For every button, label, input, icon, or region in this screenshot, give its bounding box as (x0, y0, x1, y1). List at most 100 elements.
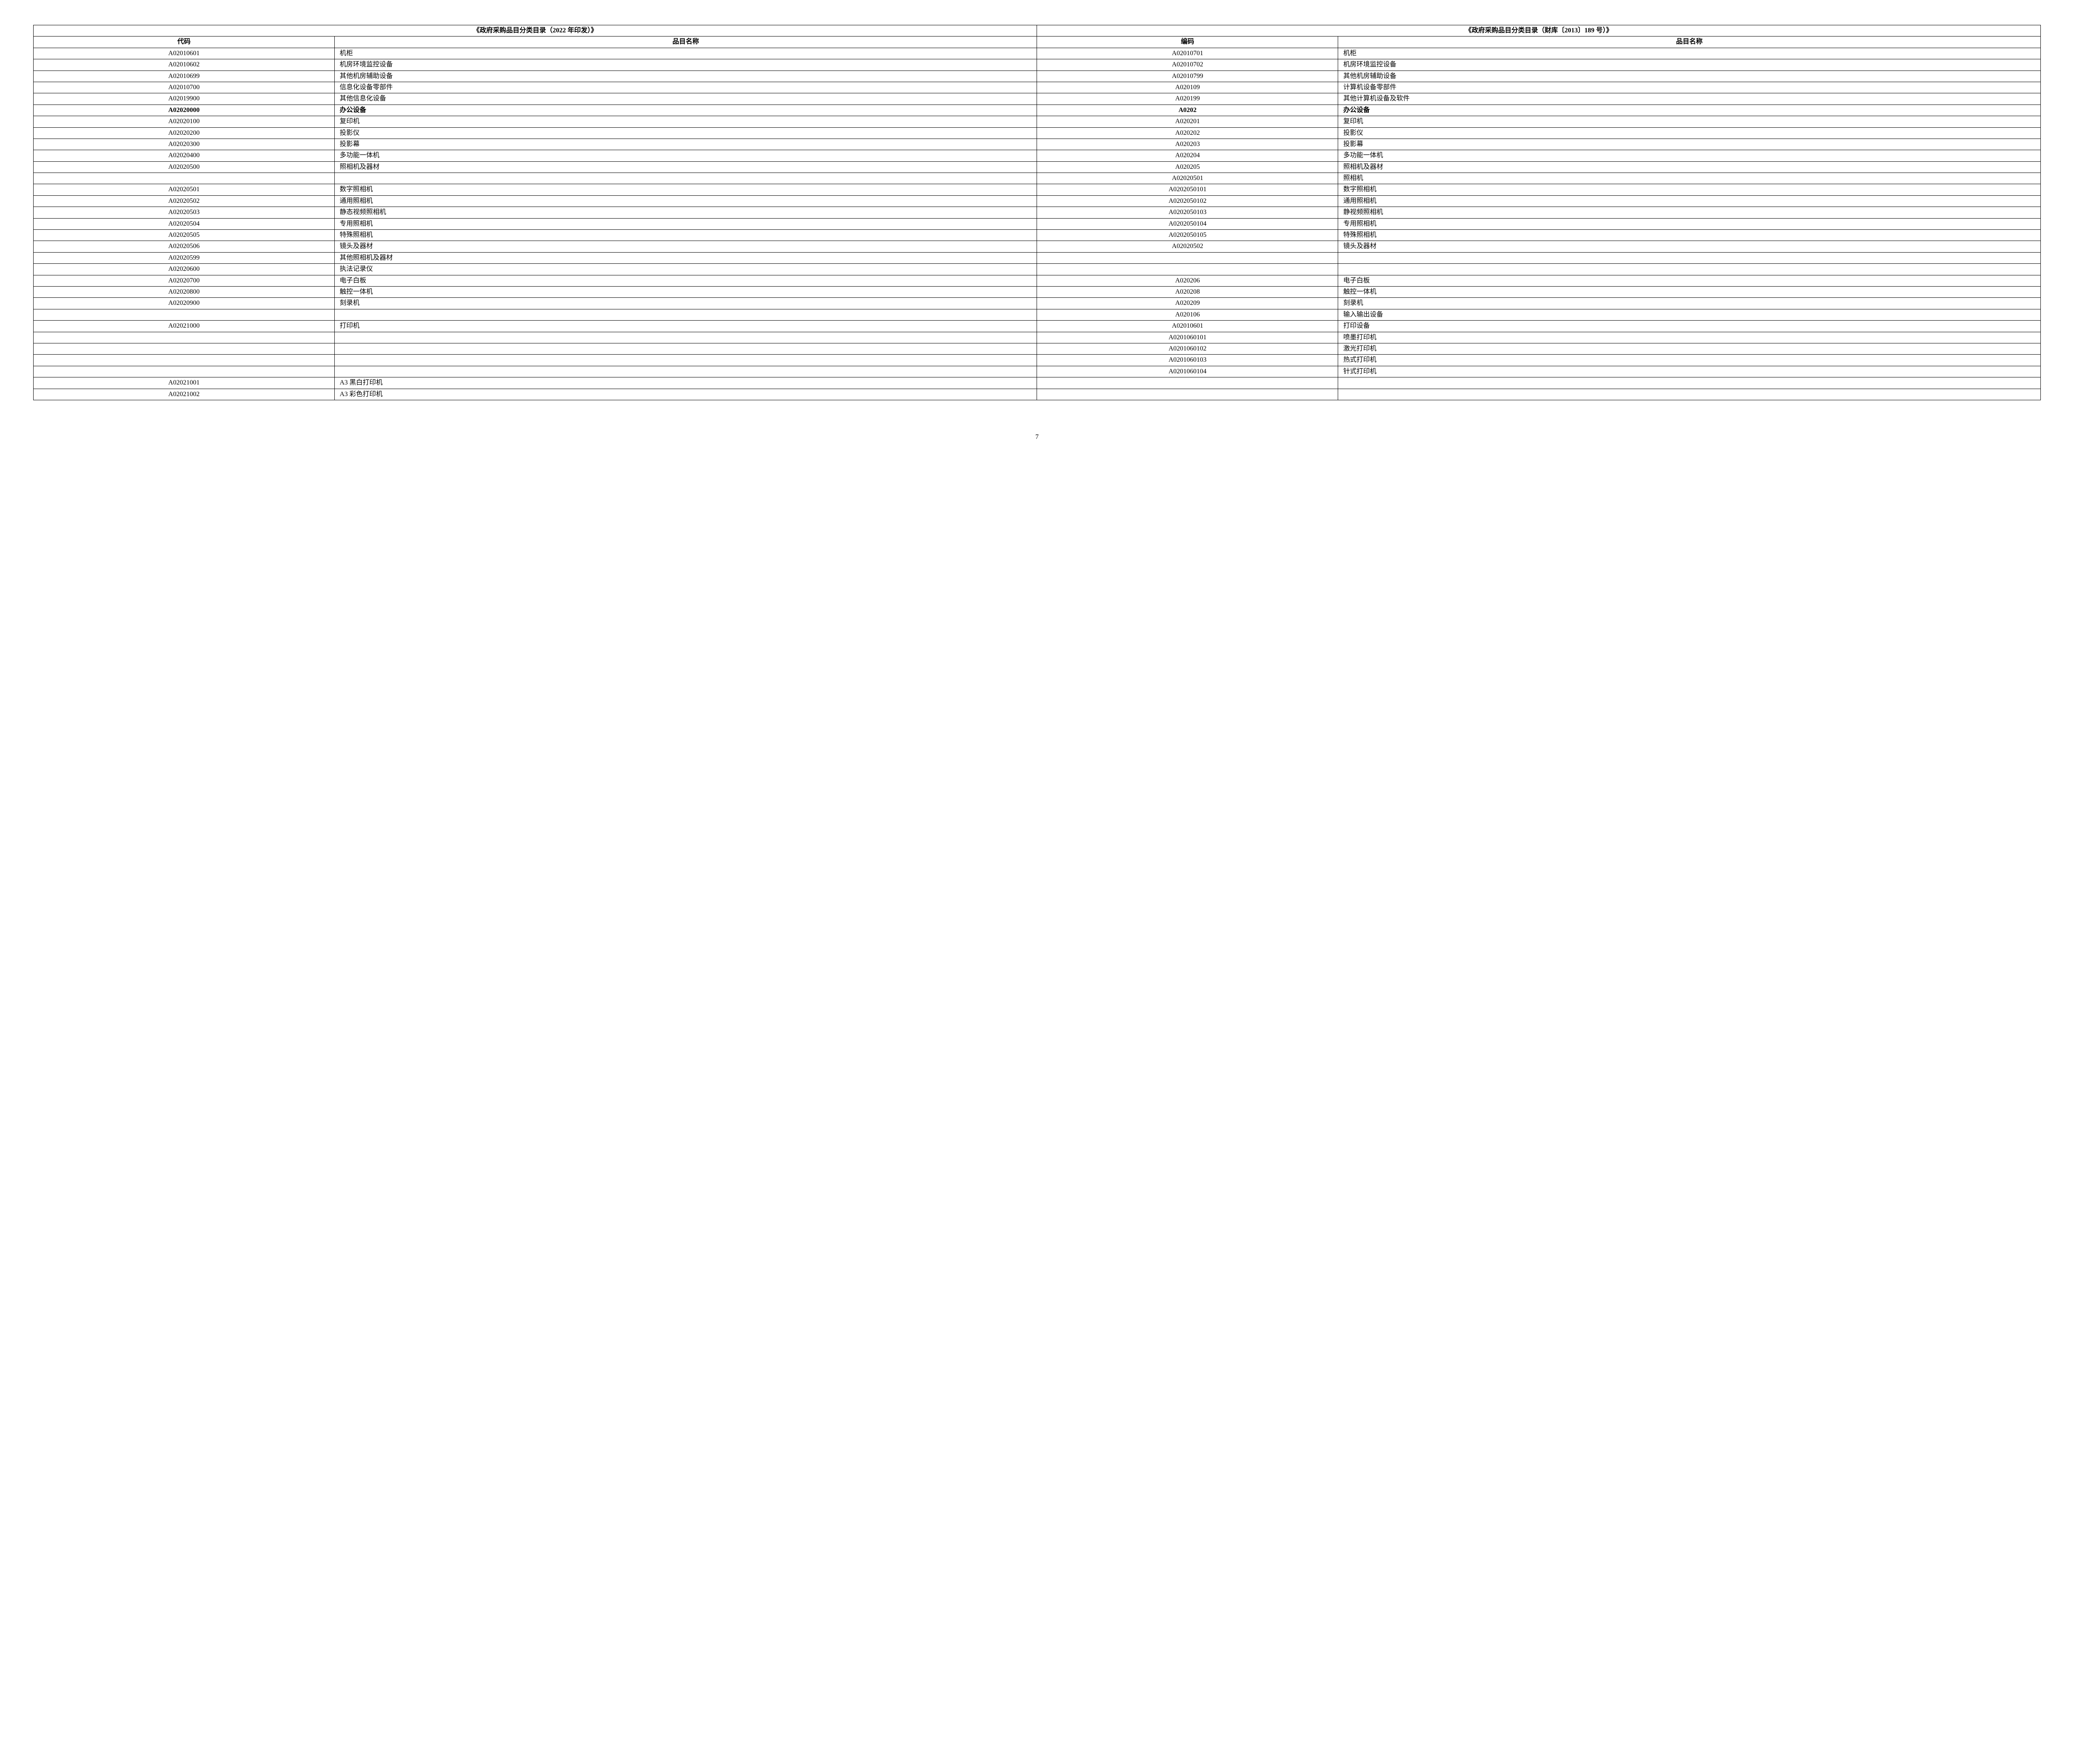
cell-name-2022: 刻录机 (334, 298, 1037, 309)
table-row: A0201060104针式打印机 (34, 366, 2041, 377)
cell-code-2013: A02020501 (1037, 173, 1338, 184)
table-row: A02010602机房环境监控设备A02010702机房环境监控设备 (34, 59, 2041, 71)
cell-name-2022: 多功能一体机 (334, 150, 1037, 161)
cell-code-2013: A0201060101 (1037, 332, 1338, 343)
table-row: A02020700电子白板A020206电子白板 (34, 275, 2041, 286)
cell-code-2013: A0201060104 (1037, 366, 1338, 377)
cell-code-2013: A020109 (1037, 82, 1338, 93)
cell-name-2013: 复印机 (1338, 116, 2041, 127)
cell-name-2013: 其他计算机设备及软件 (1338, 93, 2041, 105)
cell-name-2013: 静视频照相机 (1338, 207, 2041, 218)
cell-name-2022: A3 黑白打印机 (334, 377, 1037, 389)
cell-code-2013 (1037, 264, 1338, 275)
table-row: A02020501照相机 (34, 173, 2041, 184)
cell-code-2022: A02020800 (34, 286, 335, 297)
cell-code-2022 (34, 343, 335, 354)
cell-name-2013: 特殊照相机 (1338, 230, 2041, 241)
catalog-comparison-table: 《政府采购品目分类目录（2022 年印发）》 《政府采购品目分类目录（财库〔20… (33, 25, 2041, 400)
table-row: A02020400多功能一体机A020204多功能一体机 (34, 150, 2041, 161)
cell-code-2013: A02010601 (1037, 321, 1338, 332)
table-row: A02020600执法记录仪 (34, 264, 2041, 275)
cell-name-2013: 专用照相机 (1338, 218, 2041, 229)
cell-code-2022: A02020700 (34, 275, 335, 286)
table-row: A02020800触控一体机A020208触控一体机 (34, 286, 2041, 297)
cell-code-2013: A0202 (1037, 105, 1338, 116)
cell-code-2013: A020203 (1037, 139, 1338, 150)
cell-name-2013 (1338, 252, 2041, 263)
cell-code-2022: A02020500 (34, 161, 335, 173)
cell-code-2013: A0202050105 (1037, 230, 1338, 241)
cell-name-2022: 电子白板 (334, 275, 1037, 286)
col-code-2022: 代码 (34, 36, 335, 48)
cell-code-2022: A02020100 (34, 116, 335, 127)
cell-name-2013 (1338, 377, 2041, 389)
cell-code-2013: A020201 (1037, 116, 1338, 127)
table-row: A02020503静态视频照相机A0202050103静视频照相机 (34, 207, 2041, 218)
cell-code-2013: A0202050104 (1037, 218, 1338, 229)
table-row: A02021002A3 彩色打印机 (34, 389, 2041, 400)
cell-name-2022: 机房环境监控设备 (334, 59, 1037, 71)
cell-name-2013: 刻录机 (1338, 298, 2041, 309)
table-row: A02021001A3 黑白打印机 (34, 377, 2041, 389)
cell-code-2013 (1037, 252, 1338, 263)
cell-code-2022: A02019900 (34, 93, 335, 105)
header-right-title: 《政府采购品目分类目录（财库〔2013〕189 号）》 (1037, 25, 2041, 36)
cell-code-2013: A0202050102 (1037, 195, 1338, 207)
header-left-title: 《政府采购品目分类目录（2022 年印发）》 (34, 25, 1037, 36)
cell-name-2013: 数字照相机 (1338, 184, 2041, 195)
cell-name-2022: 触控一体机 (334, 286, 1037, 297)
cell-code-2022: A02020506 (34, 241, 335, 252)
table-row: A02020506镜头及器材A02020502镜头及器材 (34, 241, 2041, 252)
cell-name-2013: 投影幕 (1338, 139, 2041, 150)
cell-name-2022 (334, 309, 1037, 320)
cell-code-2013: A020204 (1037, 150, 1338, 161)
table-row: A02020599其他照相机及器材 (34, 252, 2041, 263)
cell-code-2022: A02020300 (34, 139, 335, 150)
cell-name-2022: 特殊照相机 (334, 230, 1037, 241)
table-row: A0201060102激光打印机 (34, 343, 2041, 354)
table-row: A0201060103热式打印机 (34, 355, 2041, 366)
table-body: A02010601机柜A02010701机柜A02010602机房环境监控设备A… (34, 48, 2041, 400)
cell-name-2013: 输入输出设备 (1338, 309, 2041, 320)
cell-code-2022: A02020000 (34, 105, 335, 116)
cell-code-2022: A02010699 (34, 71, 335, 82)
cell-name-2013: 机柜 (1338, 48, 2041, 59)
cell-code-2013: A020206 (1037, 275, 1338, 286)
cell-name-2022: 其他照相机及器材 (334, 252, 1037, 263)
table-row: A02020502通用照相机A0202050102通用照相机 (34, 195, 2041, 207)
cell-name-2013: 办公设备 (1338, 105, 2041, 116)
table-row: A02020100复印机A020201复印机 (34, 116, 2041, 127)
table-row: A02021000打印机A02010601打印设备 (34, 321, 2041, 332)
table-row: A02019900其他信息化设备A020199其他计算机设备及软件 (34, 93, 2041, 105)
table-row: A02010601机柜A02010701机柜 (34, 48, 2041, 59)
cell-code-2013: A020209 (1037, 298, 1338, 309)
table-row: A0201060101喷墨打印机 (34, 332, 2041, 343)
cell-name-2013: 机房环境监控设备 (1338, 59, 2041, 71)
cell-name-2013: 其他机房辅助设备 (1338, 71, 2041, 82)
col-code-2013: 编码 (1037, 36, 1338, 48)
cell-name-2013: 喷墨打印机 (1338, 332, 2041, 343)
cell-name-2013: 照相机 (1338, 173, 2041, 184)
cell-code-2022: A02020505 (34, 230, 335, 241)
cell-code-2022: A02020600 (34, 264, 335, 275)
cell-name-2013: 通用照相机 (1338, 195, 2041, 207)
table-row: A02020505特殊照相机A0202050105特殊照相机 (34, 230, 2041, 241)
cell-code-2022: A02020900 (34, 298, 335, 309)
cell-name-2022 (334, 355, 1037, 366)
table-row: A02020501数字照相机A0202050101数字照相机 (34, 184, 2041, 195)
cell-code-2013: A020199 (1037, 93, 1338, 105)
table-row: A02020300投影幕A020203投影幕 (34, 139, 2041, 150)
cell-code-2022: A02021002 (34, 389, 335, 400)
cell-name-2022: 机柜 (334, 48, 1037, 59)
cell-name-2022: 办公设备 (334, 105, 1037, 116)
col-name-2013: 品目名称 (1338, 36, 2041, 48)
cell-code-2022 (34, 173, 335, 184)
cell-code-2013: A02010701 (1037, 48, 1338, 59)
cell-name-2022: 其他机房辅助设备 (334, 71, 1037, 82)
cell-name-2013: 打印设备 (1338, 321, 2041, 332)
cell-name-2022: 投影幕 (334, 139, 1037, 150)
header-columns-row: 代码 品目名称 编码 品目名称 (34, 36, 2041, 48)
cell-code-2022: A02020400 (34, 150, 335, 161)
cell-code-2013: A020205 (1037, 161, 1338, 173)
cell-name-2022: 打印机 (334, 321, 1037, 332)
